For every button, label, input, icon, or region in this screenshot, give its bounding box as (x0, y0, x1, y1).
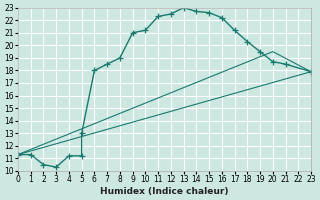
X-axis label: Humidex (Indice chaleur): Humidex (Indice chaleur) (100, 187, 229, 196)
